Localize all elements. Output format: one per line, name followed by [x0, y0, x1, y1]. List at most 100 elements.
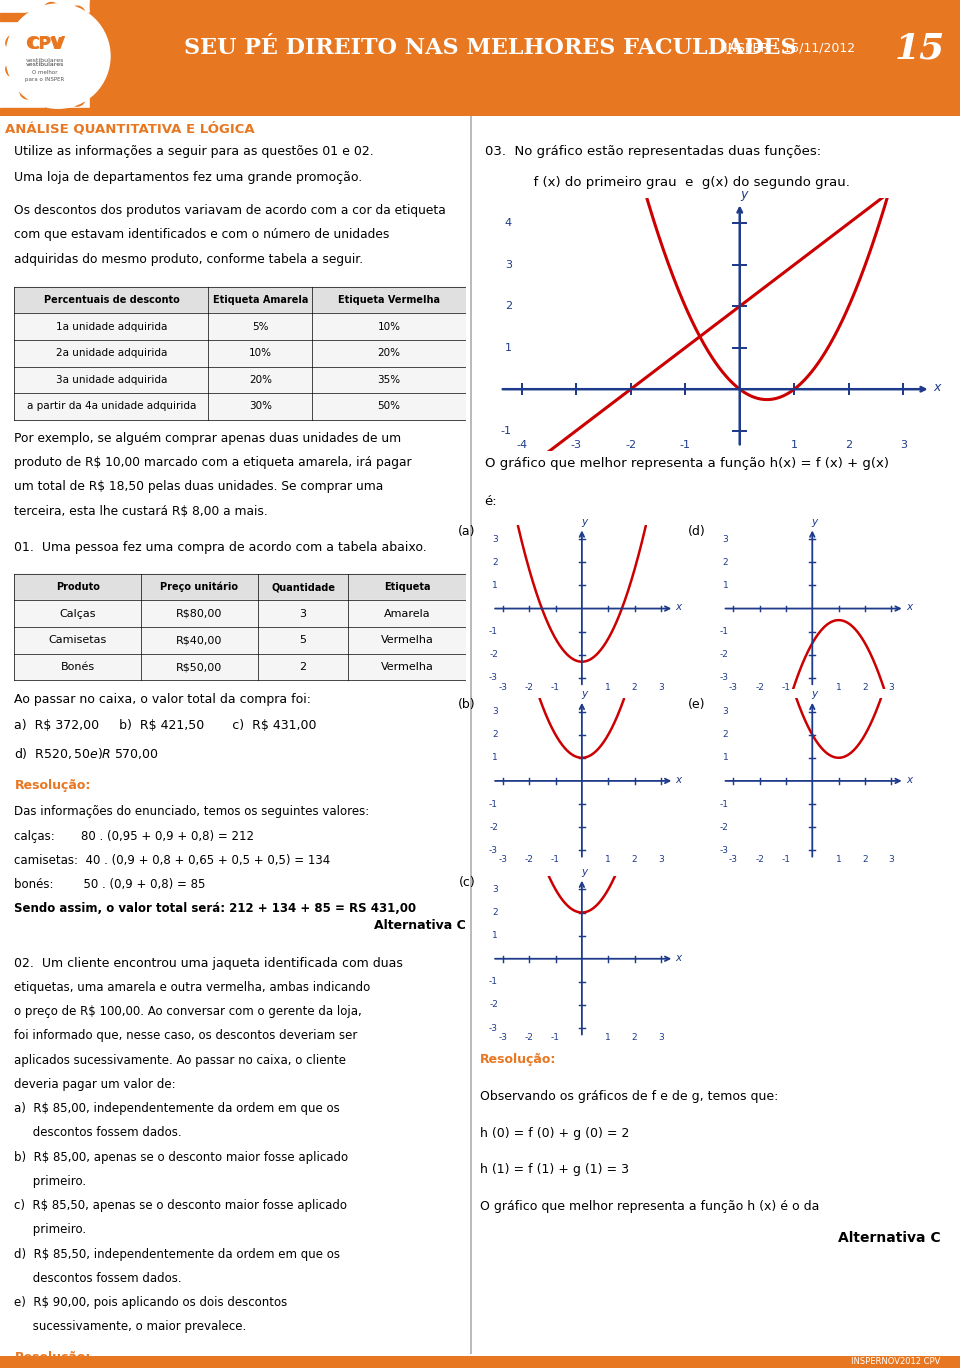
- Text: Bonés: Bonés: [60, 662, 95, 672]
- Text: ANÁLISE QUANTITATIVA E LÓGICA: ANÁLISE QUANTITATIVA E LÓGICA: [5, 122, 254, 135]
- Text: -2: -2: [490, 650, 498, 659]
- Text: 2: 2: [632, 683, 637, 692]
- Text: Alternativa C: Alternativa C: [838, 1231, 941, 1245]
- Circle shape: [18, 16, 98, 96]
- Text: vestibulares: vestibulares: [26, 57, 64, 63]
- Bar: [14, 339, 466, 367]
- Text: Das informações do enunciado, temos os seguintes valores:: Das informações do enunciado, temos os s…: [14, 806, 370, 818]
- Text: SEU PÉ DIREITO NAS MELHORES FACULDADES: SEU PÉ DIREITO NAS MELHORES FACULDADES: [183, 37, 796, 59]
- Text: 3: 3: [300, 609, 306, 618]
- Text: y: y: [581, 517, 588, 527]
- Text: -1: -1: [781, 855, 790, 865]
- Text: 1a unidade adquirida: 1a unidade adquirida: [56, 321, 167, 331]
- Text: (b): (b): [458, 698, 475, 711]
- Text: -2: -2: [525, 855, 534, 865]
- Text: R$50,00: R$50,00: [177, 662, 223, 672]
- Text: com que estavam identificados e com o número de unidades: com que estavam identificados e com o nú…: [14, 228, 390, 241]
- Text: Preço unitário: Preço unitário: [160, 581, 238, 592]
- Text: (d): (d): [688, 525, 706, 539]
- Text: 2: 2: [632, 1033, 637, 1042]
- Text: -2: -2: [756, 855, 764, 865]
- Text: x: x: [676, 952, 682, 963]
- Text: -3: -3: [498, 683, 507, 692]
- Circle shape: [88, 23, 105, 40]
- Circle shape: [43, 3, 60, 19]
- Text: etiquetas, uma amarela e outra vermelha, ambas indicando: etiquetas, uma amarela e outra vermelha,…: [14, 981, 371, 995]
- Text: -3: -3: [729, 683, 737, 692]
- Text: Sendo assim, o valor total será: 212 + 134 + 85 = RS 431,00: Sendo assim, o valor total será: 212 + 1…: [14, 903, 417, 915]
- Text: foi informado que, nesse caso, os descontos deveriam ser: foi informado que, nesse caso, os descon…: [14, 1030, 358, 1042]
- Text: -3: -3: [498, 1033, 507, 1042]
- Text: -1: -1: [781, 683, 790, 692]
- Text: vestibulares: vestibulares: [26, 62, 64, 67]
- Text: o preço de R$ 100,00. Ao conversar com o gerente da loja,: o preço de R$ 100,00. Ao conversar com o…: [14, 1005, 362, 1018]
- Bar: [0, 14, 90, 21]
- Text: (a): (a): [458, 525, 475, 539]
- Text: 3: 3: [659, 1033, 664, 1042]
- Bar: [14, 627, 466, 654]
- Text: -2: -2: [625, 440, 636, 450]
- Circle shape: [20, 83, 36, 98]
- Circle shape: [69, 7, 85, 22]
- Text: x: x: [906, 774, 912, 785]
- Circle shape: [6, 62, 22, 77]
- Text: 3: 3: [889, 855, 895, 865]
- Text: Os descontos dos produtos variavam de acordo com a cor da etiqueta: Os descontos dos produtos variavam de ac…: [14, 204, 446, 218]
- Bar: [0, 108, 90, 116]
- Text: 50%: 50%: [377, 401, 400, 412]
- Text: R$40,00: R$40,00: [177, 635, 223, 646]
- Text: 1: 1: [606, 855, 612, 865]
- Text: (e): (e): [688, 698, 706, 711]
- Text: 2: 2: [862, 683, 868, 692]
- Text: h (1) = f (1) + g (1) = 3: h (1) = f (1) + g (1) = 3: [480, 1163, 629, 1176]
- Text: primeiro.: primeiro.: [14, 1223, 86, 1237]
- Text: 3: 3: [723, 535, 729, 543]
- Text: 3: 3: [492, 535, 498, 543]
- Text: 2a unidade adquirida: 2a unidade adquirida: [56, 349, 167, 358]
- Bar: [14, 654, 466, 680]
- Text: 2: 2: [505, 301, 512, 312]
- Text: 5: 5: [300, 635, 306, 646]
- Text: x: x: [933, 380, 941, 394]
- Text: 3: 3: [889, 683, 895, 692]
- Text: 1: 1: [836, 855, 842, 865]
- Text: 2: 2: [492, 558, 498, 566]
- Text: 03.  No gráfico estão representadas duas funções:: 03. No gráfico estão representadas duas …: [485, 145, 821, 159]
- Text: -1: -1: [551, 1033, 560, 1042]
- Bar: [90, 109, 960, 115]
- Text: 10%: 10%: [377, 321, 400, 331]
- Text: produto de R$ 10,00 marcado com a etiqueta amarela, irá pagar: produto de R$ 10,00 marcado com a etique…: [14, 456, 412, 469]
- Text: -1: -1: [680, 440, 690, 450]
- Text: 5%: 5%: [252, 321, 269, 331]
- Text: -1: -1: [489, 799, 498, 808]
- Text: 20%: 20%: [249, 375, 272, 384]
- Text: INSPER – 15/11/2012: INSPER – 15/11/2012: [725, 41, 855, 55]
- Text: Por exemplo, se alguém comprar apenas duas unidades de um: Por exemplo, se alguém comprar apenas du…: [14, 432, 401, 445]
- Text: 01.  Uma pessoa fez uma compra de acordo com a tabela abaixo.: 01. Uma pessoa fez uma compra de acordo …: [14, 540, 427, 554]
- Text: Resolução:: Resolução:: [14, 778, 91, 792]
- Text: Etiqueta Vermelha: Etiqueta Vermelha: [338, 295, 440, 305]
- Circle shape: [6, 36, 22, 51]
- Bar: [14, 393, 466, 420]
- Text: 2: 2: [632, 855, 637, 865]
- Text: 15: 15: [895, 31, 946, 66]
- Text: -1: -1: [551, 683, 560, 692]
- Circle shape: [96, 48, 112, 64]
- Text: um total de R$ 18,50 pelas duas unidades. Se comprar uma: um total de R$ 18,50 pelas duas unidades…: [14, 480, 384, 494]
- Text: Uma loja de departamentos fez uma grande promoção.: Uma loja de departamentos fez uma grande…: [14, 171, 363, 185]
- Text: Quantidade: Quantidade: [271, 583, 335, 592]
- Text: deveria pagar um valor de:: deveria pagar um valor de:: [14, 1078, 176, 1090]
- Text: -2: -2: [525, 1033, 534, 1042]
- Text: adquiridas do mesmo produto, conforme tabela a seguir.: adquiridas do mesmo produto, conforme ta…: [14, 253, 364, 265]
- Text: INSPERNOV2012 CPV: INSPERNOV2012 CPV: [852, 1357, 941, 1367]
- Text: 2: 2: [492, 731, 498, 739]
- Circle shape: [88, 73, 105, 89]
- Bar: [14, 286, 466, 313]
- Text: x: x: [676, 774, 682, 785]
- Text: -1: -1: [489, 977, 498, 986]
- Circle shape: [96, 48, 112, 64]
- Text: O gráfico que melhor representa a função h (x) é o da: O gráfico que melhor representa a função…: [480, 1201, 820, 1213]
- Text: -2: -2: [490, 822, 498, 832]
- Text: 1: 1: [505, 343, 512, 353]
- Text: Vermelha: Vermelha: [380, 635, 433, 646]
